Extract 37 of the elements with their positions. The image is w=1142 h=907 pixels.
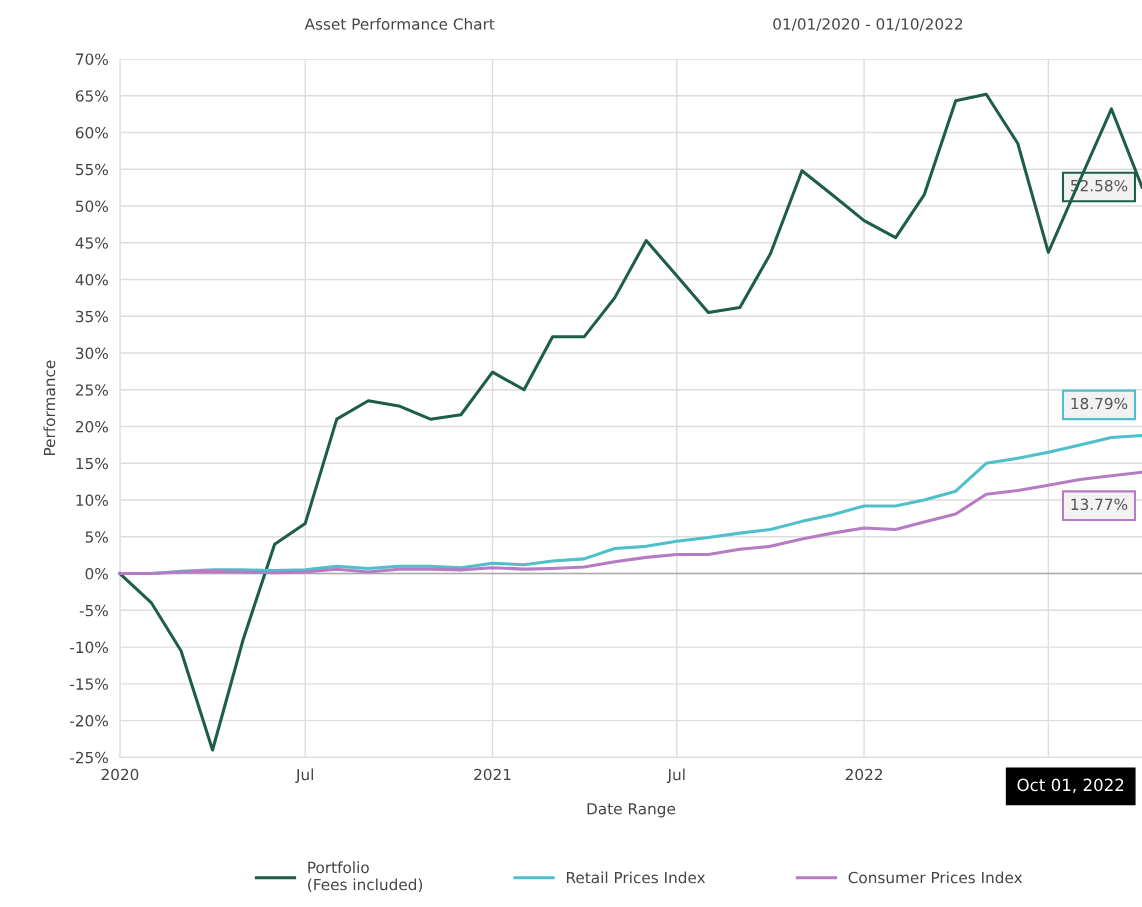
y-tick-label: -20% (70, 715, 108, 727)
legend-label: Portfolio (Fees included) (308, 861, 423, 893)
x-tick-label: 2020 (101, 768, 139, 781)
x-tick-label: Jul (666, 768, 685, 784)
y-tick-label: 10% (76, 494, 108, 507)
y-tick-label: 65% (75, 90, 108, 102)
data-label: 18.79% (1071, 397, 1128, 410)
y-tick-label: -15% (70, 678, 108, 690)
legend-label: Consumer Prices Index (848, 871, 1023, 884)
y-tick-label: 35% (76, 310, 108, 323)
y-tick-label: -25% (70, 751, 108, 764)
y-tick-label: 50% (76, 200, 108, 213)
line-series (118, 92, 1142, 752)
legend-label: Retail Prices Index (566, 871, 706, 884)
y-tick-label: 70% (76, 53, 108, 65)
x-tick-label: Jul (295, 768, 313, 784)
chart-title: Asset Performance Chart (304, 18, 495, 30)
y-tick-label: 15% (76, 457, 108, 470)
y-tick-label: 60% (75, 126, 108, 139)
x-axis-title: Date Range (587, 803, 676, 818)
text: Oct 01, 2022 (1017, 778, 1124, 793)
chart-subtitle: 01/01/2020 - 01/10/2022 (773, 18, 963, 32)
x-tick-label: 2021 (474, 768, 511, 781)
y-tick-label: -10% (70, 641, 108, 654)
y-axis-title: Performance (43, 360, 56, 456)
y-tick-label: -5% (79, 604, 108, 617)
y-tick-label: 20% (75, 420, 108, 433)
y-tick-label: 5% (85, 531, 108, 543)
x-tick-label: 2022 (845, 768, 882, 781)
y-tick-label: 45% (75, 237, 108, 249)
y-tick-label: 40% (75, 273, 108, 286)
data-label: 13.77% (1071, 498, 1128, 511)
y-tick-label: 30% (76, 347, 108, 360)
line-series (118, 470, 1142, 576)
y-tick-label: 55% (76, 163, 108, 176)
y-tick-label: 0% (85, 568, 108, 580)
y-tick-label: 25% (75, 384, 108, 396)
